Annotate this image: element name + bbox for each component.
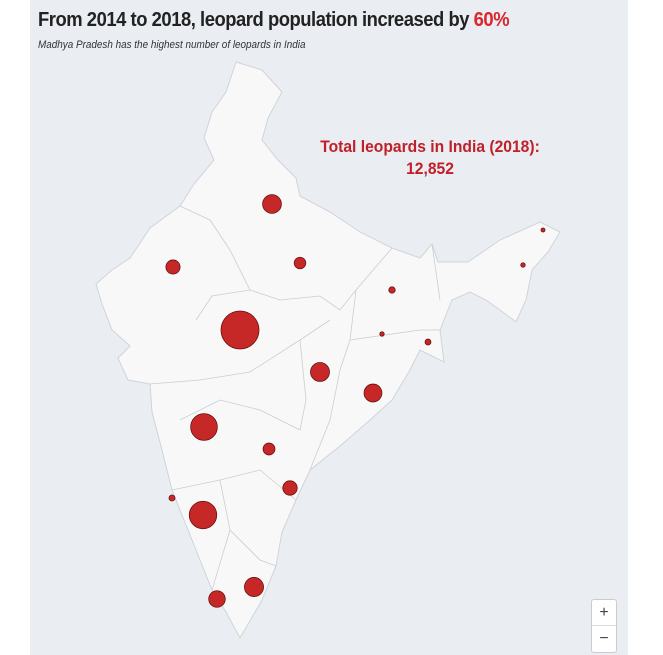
subtitle: Madhya Pradesh has the highest number of…	[38, 39, 306, 51]
bubble-andhra-pradesh[interactable]	[282, 480, 298, 496]
bubble-madhya-pradesh[interactable]	[220, 310, 260, 350]
bubble-maharashtra[interactable]	[190, 413, 218, 441]
bubble-chhattisgarh[interactable]	[310, 362, 330, 382]
bubble-rajasthan[interactable]	[165, 259, 181, 275]
zoom-out-button[interactable]: −	[592, 625, 616, 651]
bubble-goa[interactable]	[168, 494, 176, 502]
zoom-in-button[interactable]: +	[599, 604, 609, 621]
bubble-kerala[interactable]	[208, 590, 226, 608]
bubble-assam[interactable]	[520, 262, 526, 268]
bubble-karnataka[interactable]	[188, 500, 218, 530]
bubble-west-bengal[interactable]	[424, 338, 432, 346]
bubble-uttar-pradesh[interactable]	[293, 256, 307, 270]
title-highlight: 60%	[473, 9, 510, 31]
page-title: From 2014 to 2018, leopard population in…	[38, 9, 510, 32]
bubble-bihar[interactable]	[388, 286, 396, 294]
bubble-arunachal-pradesh[interactable]	[540, 227, 546, 233]
zoom-controls: + −	[591, 599, 617, 653]
bubble-telangana[interactable]	[262, 442, 276, 456]
bubble-jharkhand[interactable]	[379, 331, 385, 337]
india-outline	[95, 61, 561, 640]
total-annotation: Total leopards in India (2018): 12,852	[310, 136, 549, 180]
title-text: From 2014 to 2018, leopard population in…	[38, 9, 474, 31]
bubble-odisha[interactable]	[363, 383, 383, 403]
bubble-uttarakhand[interactable]	[262, 194, 282, 214]
bubble-tamil-nadu[interactable]	[244, 577, 264, 597]
total-label: Total leopards in India (2018):	[320, 137, 540, 156]
state-borders	[149, 205, 441, 591]
total-value: 12,852	[406, 159, 454, 178]
